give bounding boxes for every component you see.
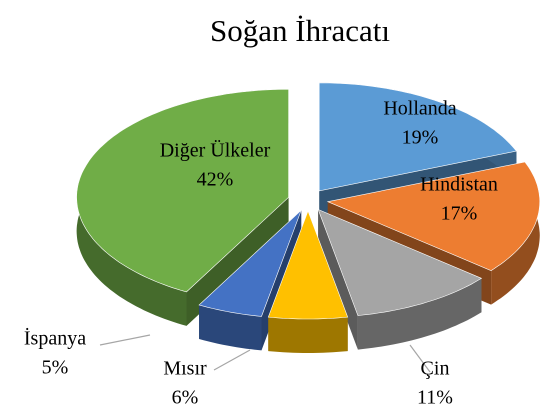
category-label: Hindistan [420,174,498,196]
leader-line [99,334,151,346]
leader-line [213,349,251,371]
category-label: Hollanda [383,98,456,120]
slice [267,210,349,353]
slice-top [317,208,483,316]
category-label: İspanya [24,327,86,350]
slice-top [76,89,289,293]
value-label: 42% [197,169,234,191]
value-label: 6% [172,387,199,409]
leader-line [409,344,431,373]
category-label: Diğer Ülkeler [160,139,271,162]
slice-top [267,210,349,320]
slice-side [318,209,358,350]
value-label: 11% [417,387,453,409]
category-label: Mısır [163,358,207,380]
chart-title: Soğan İhracatı [210,13,390,48]
slice [198,210,302,351]
slice [317,208,483,350]
slice-side [357,278,482,350]
value-label: 19% [402,127,439,149]
slice-top [198,210,302,317]
slice-top [326,161,541,271]
slice-side [199,305,262,351]
slice-top [318,82,517,192]
value-label: 5% [42,357,69,379]
category-label: Çin [421,358,450,380]
value-label: 17% [441,203,478,225]
slice-side [268,317,348,353]
